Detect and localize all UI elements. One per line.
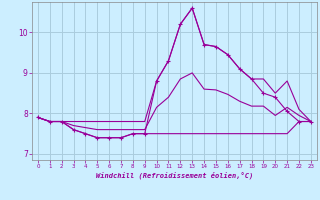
X-axis label: Windchill (Refroidissement éolien,°C): Windchill (Refroidissement éolien,°C) xyxy=(96,172,253,179)
